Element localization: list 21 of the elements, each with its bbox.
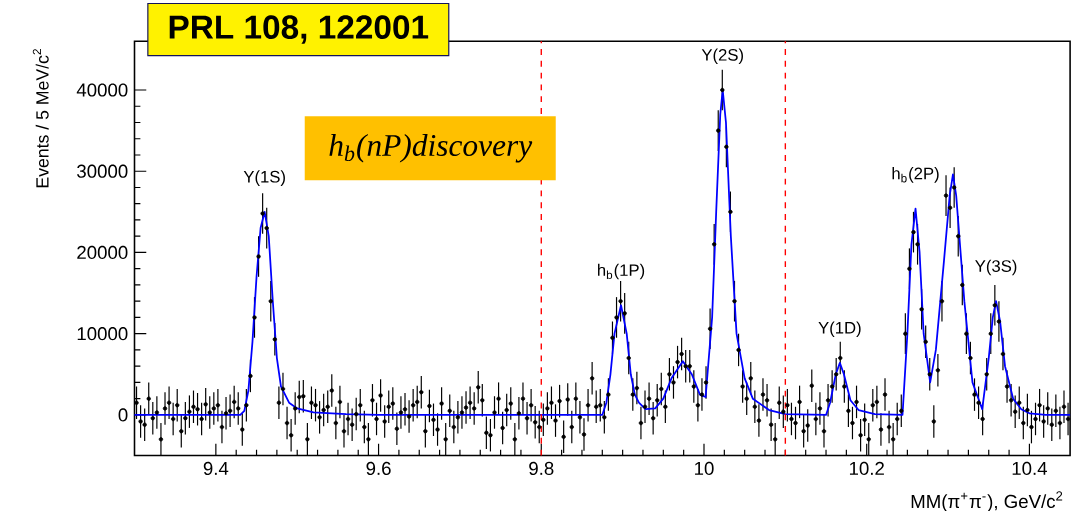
x-axis-title: MM(π$^{+}$π$^{-}$), GeV/c$^{2}$ [911,491,1063,511]
annotation: h$_{b}$(nP)discovery [329,133,533,163]
y-tick-label: 0 [118,408,128,422]
y-axis-title: Events / 5 MeV/c$^{2}$ [32,48,49,187]
y-tick-label: 30000 [77,164,128,178]
x-tick-label: 9.6 [366,461,391,475]
x-tick-label: 9.4 [203,461,229,475]
annotation: h$_{b}$(2P) [892,166,939,183]
annotation: Υ(1D) [818,321,861,337]
annotation: h$_{b}$(1P) [598,263,645,280]
annotation: Υ(1S) [243,170,285,186]
y-tick-label: 10000 [77,326,128,341]
x-tick-label: 9.8 [529,461,554,475]
y-tick-label: 40000 [76,83,128,97]
x-tick-label: 10.4 [1012,461,1048,475]
annotation: Υ(2S) [701,48,743,64]
y-tick-label: 20000 [77,245,128,259]
annotation: PRL 108, 122001 [169,15,429,44]
annotation: Υ(3S) [975,259,1017,276]
x-tick-label: 10.2 [849,461,884,475]
x-tick-label: 10 [695,461,714,475]
